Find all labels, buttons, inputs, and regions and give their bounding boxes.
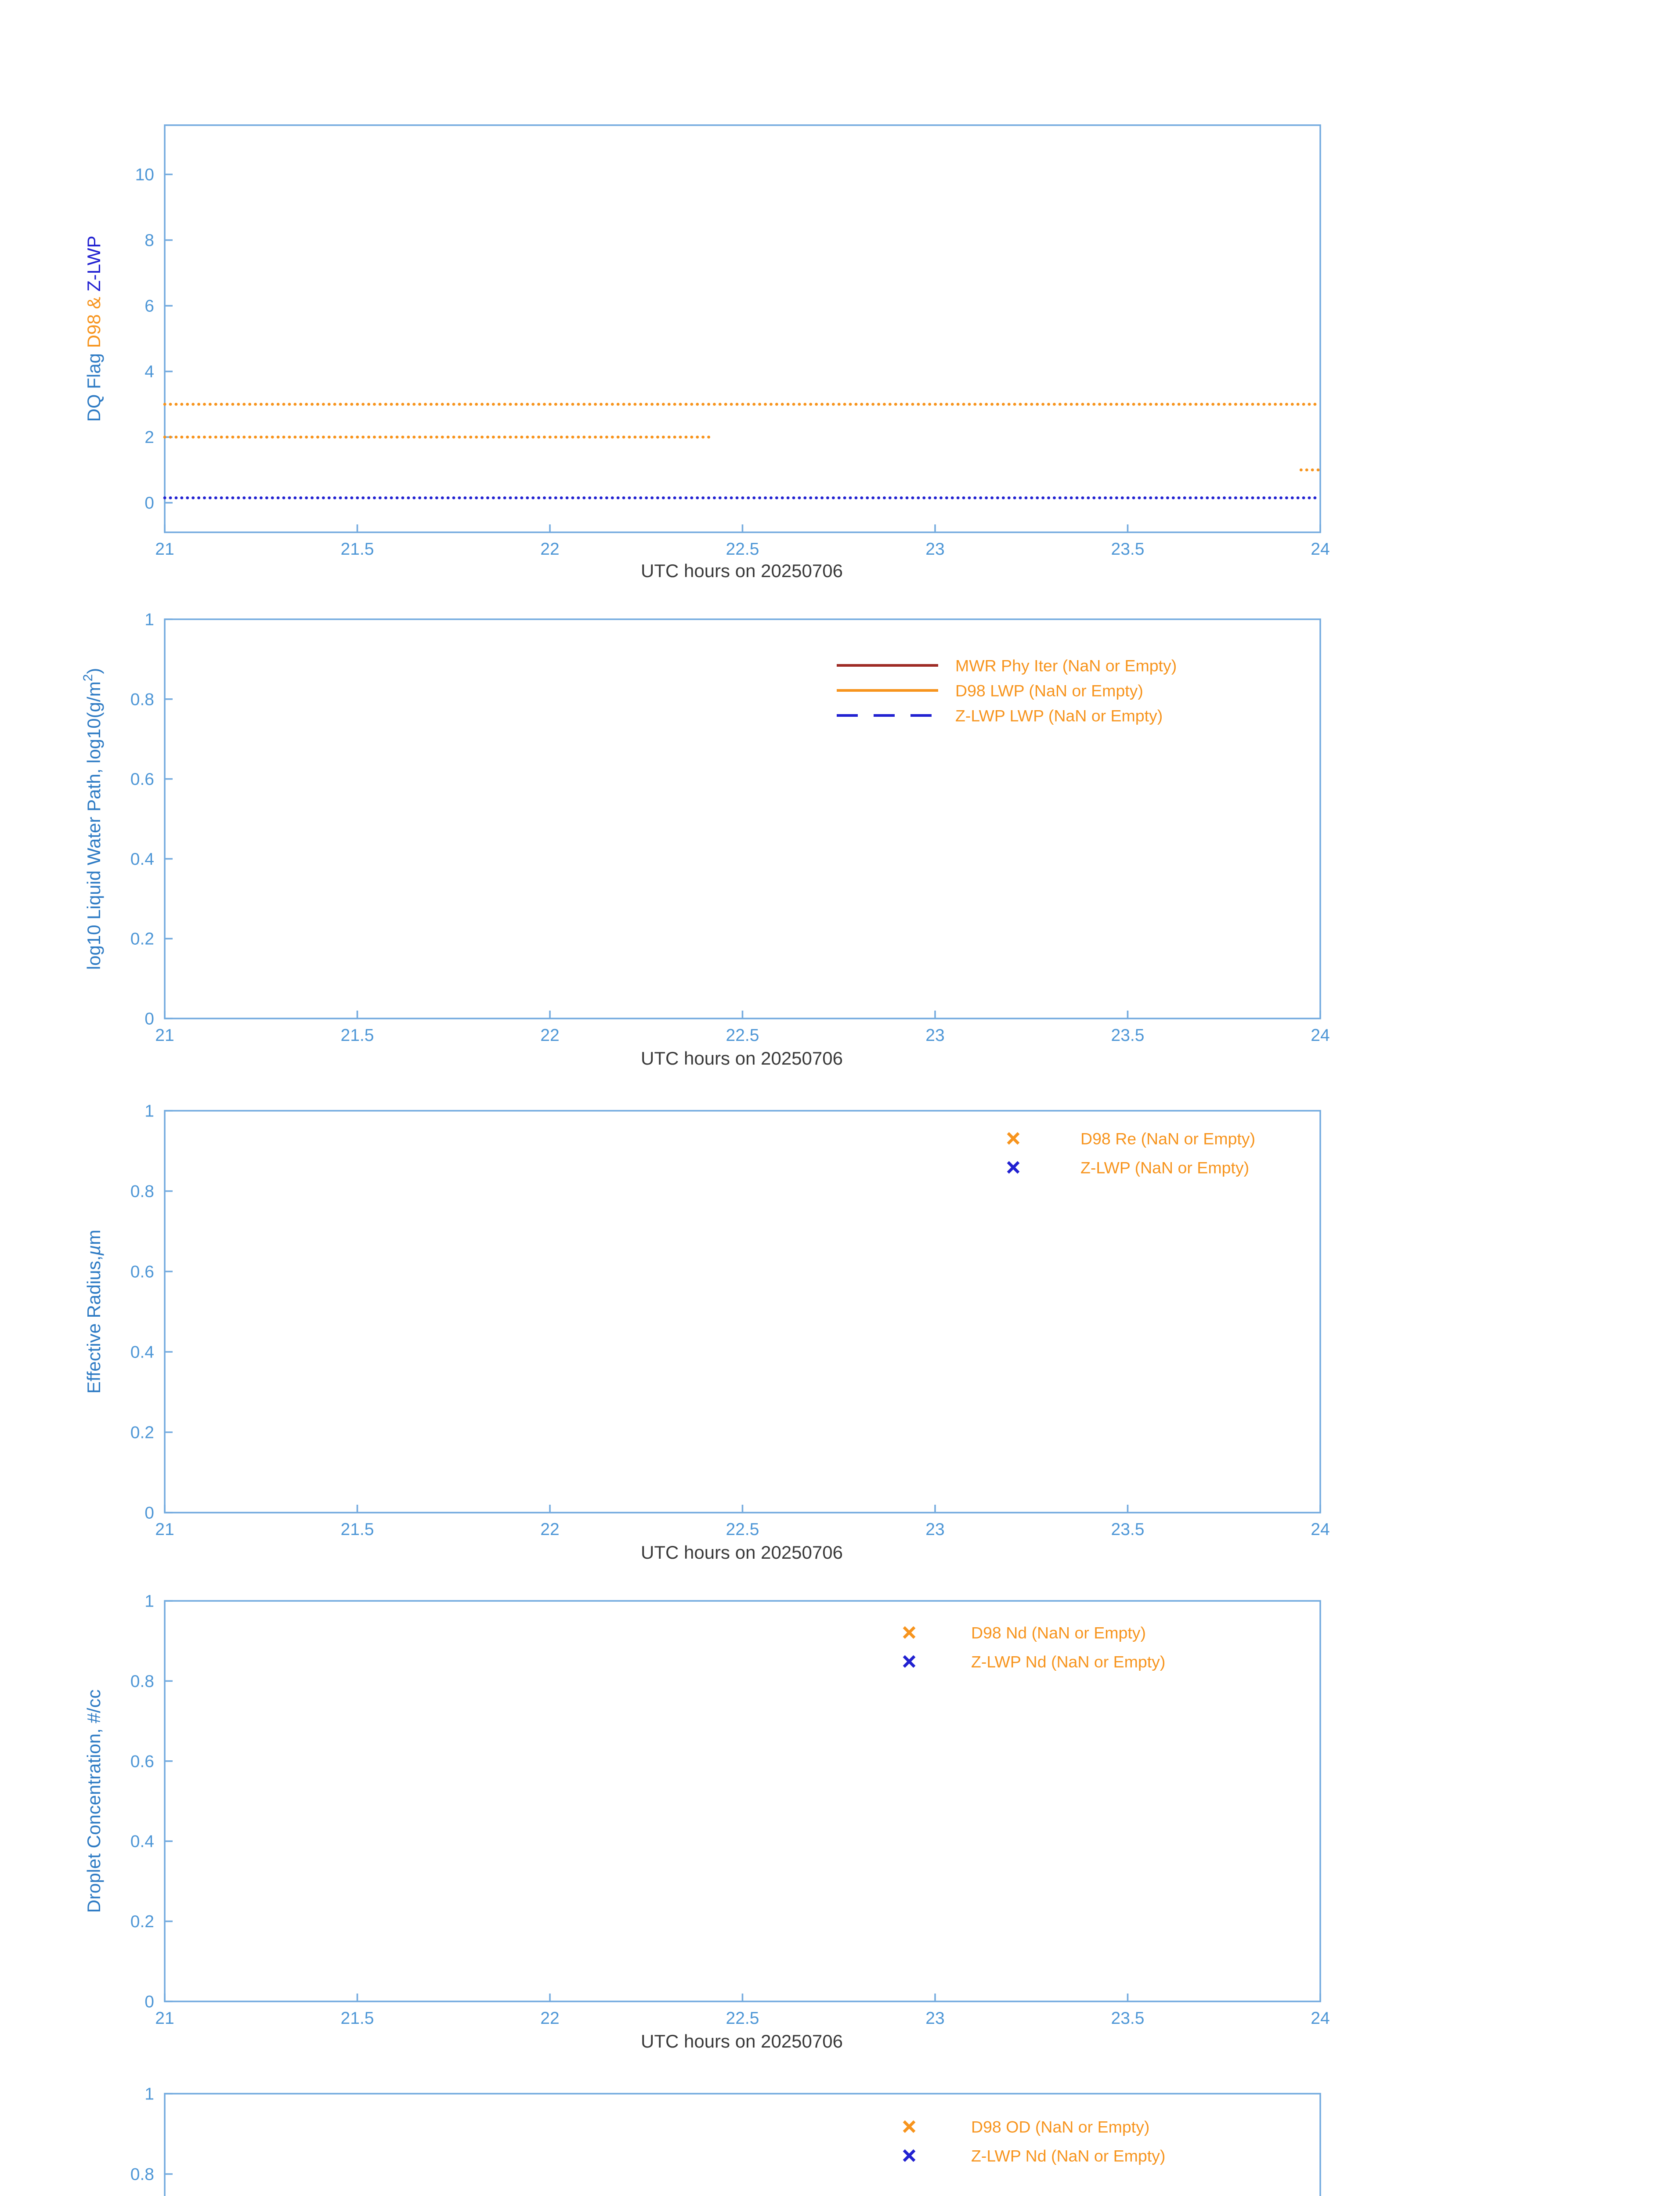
x-tick-label: 22.5 (726, 2009, 759, 2028)
x-tick-label: 21.5 (341, 1026, 374, 1045)
y-tick-label: 1 (145, 1592, 154, 1611)
y-tick-label: 1 (145, 2085, 154, 2104)
legend-label: Z-LWP Nd (NaN or Empty) (971, 2147, 1165, 2165)
y-tick-label: 0.2 (130, 1912, 154, 1931)
y-tick-label: 0.8 (130, 1182, 154, 1201)
legend-label: D98 Re (NaN or Empty) (1080, 1130, 1255, 1148)
chart-optical-depth: 2121.52222.52323.52400.20.40.60.81Optica… (130, 2085, 1321, 2196)
x-tick-label: 21.5 (341, 540, 374, 559)
x-axis-label: UTC hours on 20250706 (641, 560, 843, 581)
chart-liquid-water-path: 21 21.5 22 22.5 23 23.5 24 0 0.2 0.4 0.6 0.8 1 log10 … (81, 610, 1330, 1045)
x-axis-label: UTC hours on 20250706 (641, 1542, 843, 1563)
y-tick-label: 4 (145, 362, 154, 381)
y-axis-label: Effective Radius,µm (83, 1230, 104, 1394)
y-tick-label: 1 (145, 1102, 154, 1121)
x-tick-label: 22 (540, 540, 559, 559)
x-tick-label: 24 (1311, 1520, 1330, 1539)
legend-marker-x (903, 2120, 916, 2133)
y-tick-label: 0.2 (130, 1423, 154, 1442)
x-tick-label: 22 (540, 1026, 559, 1045)
legend-label: Z-LWP Nd (NaN or Empty) (971, 1653, 1165, 1671)
x-tick-label: 23 (925, 1026, 944, 1045)
x-tick-label: 21 (155, 1520, 174, 1539)
y-tick-label: 0 (145, 1993, 154, 2012)
y-axis-label-part: log10 Liquid Water Path, log10(g/m (83, 681, 104, 970)
axes-box (164, 618, 1321, 1019)
x-tick-label: 24 (1311, 2009, 1330, 2028)
y-tick-label: 0.4 (130, 1832, 154, 1851)
x-tick-label: 23 (925, 540, 944, 559)
y-tick-label: 10 (135, 166, 154, 184)
x-tick-label: 23.5 (1111, 540, 1145, 559)
y-tick-label: 1 (145, 610, 154, 629)
legend-label: D98 Nd (NaN or Empty) (971, 1624, 1146, 1642)
y-tick-label: 0.4 (130, 850, 154, 869)
x-tick-label: 21.5 (341, 2009, 374, 2028)
x-axis-label: UTC hours on 20250706 (641, 1048, 843, 1069)
legend-marker-x (903, 2149, 916, 2162)
y-tick-label: 6 (145, 297, 154, 316)
y-axis-label-part: Droplet Concentration, #/cc (83, 1690, 104, 1913)
x-axis-label: UTC hours on 20250706 (641, 2031, 843, 2052)
x-tick-label: 23.5 (1111, 2009, 1145, 2028)
y-tick-label: 2 (145, 428, 154, 447)
x-tick-label: 24 (1311, 540, 1330, 559)
y-tick-label: 0.2 (130, 930, 154, 949)
x-tick-label: 24 (1311, 1026, 1330, 1045)
y-tick-label: 0.6 (130, 1752, 154, 1771)
axes-box (164, 124, 1321, 533)
legend-label: D98 LWP (NaN or Empty) (955, 682, 1143, 700)
axes-box (164, 2093, 1321, 2196)
y-tick-label: 0 (145, 1010, 154, 1029)
y-axis-label: DQ Flag D98 & Z-LWP (83, 236, 104, 422)
y-tick-label: 0.8 (130, 690, 154, 709)
x-tick-label: 22 (540, 1520, 559, 1539)
y-tick-label: 0.8 (130, 1672, 154, 1691)
x-tick-label: 23 (925, 1520, 944, 1539)
x-tick-label: 23 (925, 2009, 944, 2028)
x-tick-label: 21 (155, 2009, 174, 2028)
y-axis-label-part: Effective Radius, (83, 1256, 104, 1394)
legend-marker-x (1007, 1132, 1020, 1145)
y-tick-label: 0.4 (130, 1343, 154, 1362)
y-axis-label-part: Z-LWP (83, 236, 104, 292)
y-tick-label: 0 (145, 494, 154, 513)
x-tick-label: 21 (155, 1026, 174, 1045)
legend-marker-x (903, 1655, 916, 1668)
y-tick-label: 0.6 (130, 770, 154, 789)
x-tick-label: 22 (540, 2009, 559, 2028)
chart-droplet-concentration: 21 21.5 22 22.5 23 23.5 24 0 0.2 0.4 0.6 0.8 1 Drople… (83, 1592, 1330, 2028)
legend-label: MWR Phy Iter (NaN or Empty) (955, 657, 1177, 675)
y-tick-label: 0 (145, 1504, 154, 1523)
y-tick-label: 0.8 (130, 2165, 154, 2184)
y-axis-label-part: m (83, 1230, 104, 1245)
y-axis-label-part: 2 (81, 674, 95, 682)
x-tick-label: 21.5 (341, 1520, 374, 1539)
legend-label: D98 OD (NaN or Empty) (971, 2118, 1149, 2136)
x-tick-label: 22.5 (726, 540, 759, 559)
legend-marker-x (1007, 1161, 1020, 1174)
y-tick-label: 8 (145, 231, 154, 250)
x-tick-label: 22.5 (726, 1520, 759, 1539)
x-tick-label: 21 (155, 540, 174, 559)
y-axis-label-part: µ (83, 1245, 104, 1256)
y-tick-label: 0.6 (130, 1263, 154, 1282)
y-axis-label: log10 Liquid Water Path, log10(g/m2) (81, 668, 104, 970)
y-axis-label-part: DQ Flag (83, 348, 104, 422)
legend-label: Z-LWP LWP (NaN or Empty) (955, 707, 1163, 725)
x-tick-label: 23.5 (1111, 1026, 1145, 1045)
y-axis-label: Droplet Concentration, #/cc (83, 1690, 104, 1913)
y-axis-label-part: ) (83, 668, 104, 674)
y-axis-label-part: D98 & (83, 292, 104, 348)
x-tick-label: 22.5 (726, 1026, 759, 1045)
chart-effective-radius: 21 21.5 22 22.5 23 23.5 24 0 0.2 0.4 0.6 0.8 1 Effect… (83, 1102, 1330, 1539)
legend-label: Z-LWP (NaN or Empty) (1080, 1159, 1249, 1177)
legend-marker-x (903, 1626, 916, 1639)
x-tick-label: 23.5 (1111, 1520, 1145, 1539)
